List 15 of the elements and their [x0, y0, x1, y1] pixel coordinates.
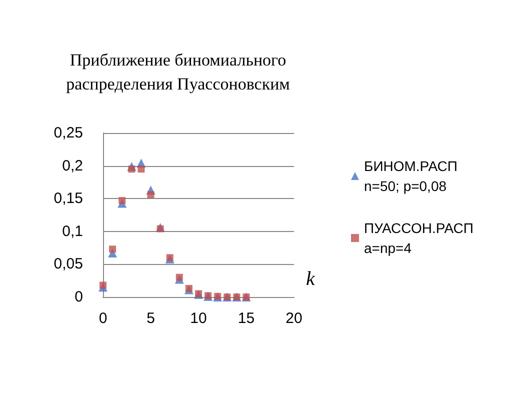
y-tick-label: 0,1 [62, 222, 83, 240]
x-axis-title: k [306, 268, 316, 290]
x-tick-label: 0 [98, 310, 108, 327]
y-tick-label: 0,25 [54, 124, 83, 142]
x-tick-label: 5 [146, 310, 155, 327]
x-tick-label: 15 [238, 310, 255, 327]
chart-title: Приближение биномиального распределения Пуассоновским [66, 50, 290, 94]
x-tick-label: 20 [286, 310, 302, 327]
y-tick-label: 0,05 [54, 256, 83, 273]
y-tick-label: 0,15 [54, 190, 83, 208]
y-tick-label: 0 [74, 288, 83, 306]
legend-label: БИНОМ.РАСП n=50; p=0,08 [364, 158, 458, 194]
x-tick-label: 10 [190, 310, 207, 327]
y-tick-label: 0,2 [62, 157, 83, 174]
legend-label: ПУАССОН.РАСП a=np=4 [364, 220, 474, 256]
